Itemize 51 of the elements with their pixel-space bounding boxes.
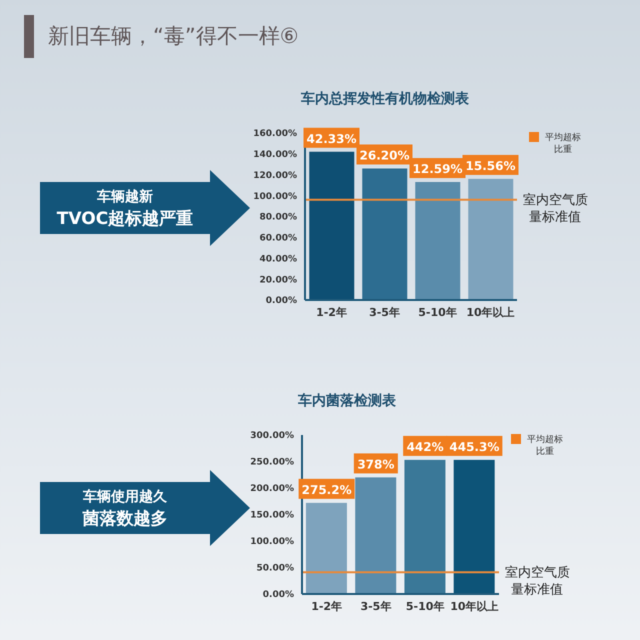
annotation: 15.56% [466,158,516,173]
bar [404,460,446,594]
text: 车辆越新 [97,188,153,207]
y-tick-label: 40.00% [260,254,297,264]
bar [306,502,347,594]
y-tick-label: 120.00% [253,170,297,181]
bar [355,477,396,594]
x-tick-label: 5-10年 [406,600,444,613]
x-tick-label: 1-2年 [311,600,342,613]
y-tick-label: 100.00% [253,192,297,202]
ref-line-label: 室内空气质量标准值 [523,192,588,225]
text: 菌落数越多 [82,508,168,530]
annotation: 275.2% [302,482,352,497]
y-tick-label: 300.00% [250,431,294,442]
y-tick-label: 50.00% [256,564,294,574]
x-tick-label: 5-10年 [418,306,457,319]
annotation: 42.33% [306,132,356,146]
annotation: 445.3% [449,440,500,454]
text: TVOC超标越严重 [56,208,194,230]
text: 平均超标比重 [544,132,582,156]
bar [454,460,495,594]
chart-title: 新旧车辆，“毒”得不一样⑥ [48,23,299,50]
bar [415,182,460,300]
bar [309,152,354,300]
annotation: 12.59% [412,162,462,176]
x-tick-label: 3-5年 [360,600,392,613]
x-tick-label: 3-5年 [369,306,400,319]
y-tick-label: 0.00% [262,590,294,600]
y-tick-label: 140.00% [253,150,297,160]
y-tick-label: 100.00% [250,537,294,548]
y-tick-label: 0.00% [266,296,297,306]
y-tick-label: 160.00% [253,129,297,140]
y-tick-label: 250.00% [250,458,294,468]
y-tick-label: 60.00% [260,234,297,244]
x-tick-label: 1-2年 [316,306,347,319]
text: 车辆使用越久 [83,488,167,507]
x-tick-label: 10年以上 [450,600,499,613]
x-tick-label: 10年以上 [466,306,515,319]
annotation: 442% [406,440,444,454]
annotation: 378% [357,457,394,472]
y-tick-label: 80.00% [260,212,297,223]
y-tick-label: 150.00% [250,510,294,521]
text: 平均超标比重 [526,434,564,458]
bar [468,178,514,300]
chart-subtitle: 车内总挥发性有机物检测表 [301,90,469,108]
chart-title: 车内菌落检测表 [298,392,396,410]
y-tick-label: 20.00% [260,275,297,286]
bar [362,168,408,300]
annotation: 26.20% [360,148,410,162]
ref-line-label: 室内空气质量标准值 [505,564,570,598]
y-tick-label: 200.00% [250,484,294,494]
